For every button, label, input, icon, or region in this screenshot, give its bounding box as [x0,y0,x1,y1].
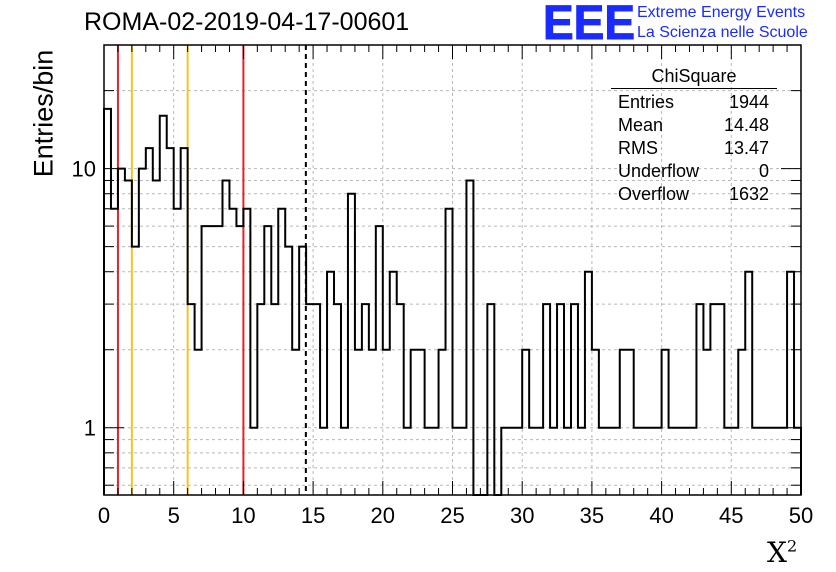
x-tick-label: 35 [580,503,604,528]
x-tick-label: 0 [98,503,110,528]
stats-value: 1944 [728,92,769,112]
x-tick-label: 10 [231,503,255,528]
stats-value: 13.47 [723,138,769,158]
logo-text: EEE [543,2,635,42]
y-tick-label: 10 [72,157,96,182]
x-tick-label: 30 [510,503,534,528]
stats-label: Mean [618,115,664,135]
eee-logo: EEE [543,2,635,42]
x-tick-label: 40 [649,503,673,528]
stats-label: Entries [618,92,675,112]
stats-row-underflow: Underflow 0 [611,160,777,183]
x-axis-label-base: X [767,536,787,569]
stats-row-mean: Mean 14.48 [611,114,777,137]
stats-value: 0 [758,161,769,181]
stats-row-entries: Entries 1944 [611,91,777,114]
brand-line-1: Extreme Energy Events [637,4,806,21]
stats-label: RMS [618,138,658,158]
x-tick-label: 25 [440,503,464,528]
stats-value: 1632 [728,184,769,204]
stats-label: Overflow [618,184,690,204]
x-tick-label: 50 [789,503,813,528]
tick-labels: 0 5 10 15 20 25 30 35 40 45 50 1 10 [72,157,814,528]
x-axis-label-superscript: 2 [786,536,798,556]
x-tick-label: 15 [301,503,325,528]
axis-ticks [103,45,802,495]
x-tick-label: 45 [719,503,743,528]
stats-value: 14.48 [723,115,769,135]
chart-title: ROMA-02-2019-04-17-00601 [84,8,410,36]
y-axis-label: Entries/bin [28,49,59,178]
brand-text: Extreme Energy Events La Scienza nelle S… [637,3,808,43]
brand-line-2: La Scienza nelle Scuole [637,24,808,41]
stats-box: ChiSquare Entries 1944 Mean 14.48 RMS 13… [611,66,777,206]
histogram-series [103,107,802,496]
x-axis-label: X2 [767,536,797,569]
stats-label: Underflow [618,161,700,181]
stats-row-rms: RMS 13.47 [611,137,777,160]
y-tick-label: 1 [84,416,96,441]
stats-row-overflow: Overflow 1632 [611,183,777,206]
stats-title: ChiSquare [611,66,777,89]
x-tick-label: 20 [371,503,395,528]
x-tick-label: 5 [168,503,180,528]
